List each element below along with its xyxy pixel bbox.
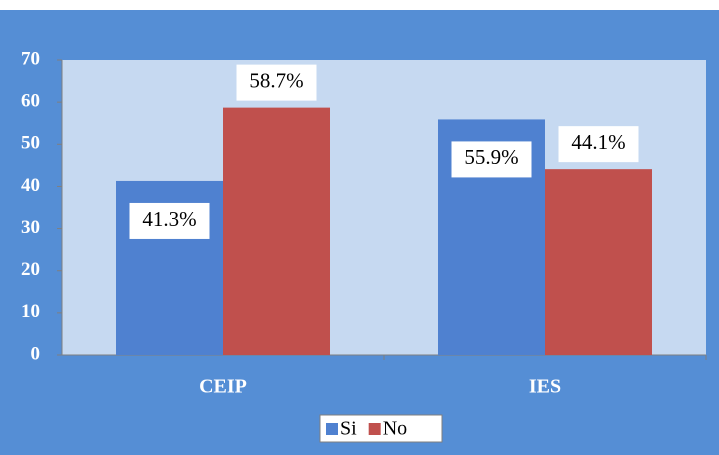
value-label-box xyxy=(236,64,317,101)
value-label-text: 41.3% xyxy=(142,207,196,231)
y-tick-label: 60 xyxy=(21,91,40,112)
value-label-text: 58.7% xyxy=(249,68,303,92)
y-tick-label: 10 xyxy=(21,301,40,322)
y-tick-label: 50 xyxy=(21,133,40,154)
x-tick-label: CEIP xyxy=(199,376,247,398)
bar xyxy=(223,107,330,355)
legend: Si No xyxy=(319,414,443,443)
value-label-box xyxy=(129,202,210,239)
value-label: 44.1% xyxy=(558,126,639,163)
y-tick-label: 30 xyxy=(21,217,40,238)
value-label-box xyxy=(451,141,532,178)
value-label: 41.3% xyxy=(129,202,210,239)
value-label-text: 55.9% xyxy=(464,145,518,169)
value-label: 58.7% xyxy=(236,64,317,101)
y-tick-label: 0 xyxy=(31,343,41,364)
legend-swatch xyxy=(326,423,338,435)
legend-label: No xyxy=(383,418,407,440)
legend-swatch xyxy=(368,423,381,435)
legend-label: Si xyxy=(340,418,357,440)
value-label-box xyxy=(558,126,639,163)
value-label-text: 44.1% xyxy=(571,130,625,154)
value-label: 55.9% xyxy=(451,141,532,178)
x-tick-label: IES xyxy=(529,376,561,398)
y-tick-label: 20 xyxy=(21,259,40,280)
y-tick-label: 70 xyxy=(21,48,40,69)
y-tick-label: 40 xyxy=(21,175,40,196)
bar xyxy=(545,169,652,355)
legend-box xyxy=(319,414,443,443)
